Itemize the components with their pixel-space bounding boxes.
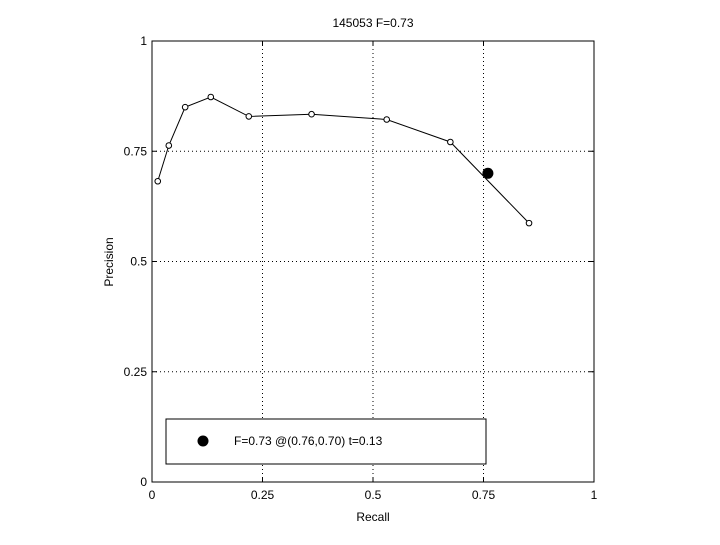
data-point	[207, 93, 215, 101]
data-point	[154, 177, 162, 185]
x-tick-label: 0.75	[472, 488, 496, 502]
data-point	[165, 142, 173, 149]
x-tick-label: 0.25	[251, 488, 275, 502]
y-tick-label: 0.75	[124, 144, 148, 158]
x-axis-label: Recall	[356, 510, 389, 524]
data-point	[383, 116, 391, 123]
x-tick-label: 1	[591, 488, 598, 502]
highlight-point	[482, 167, 494, 179]
legend-marker	[197, 435, 209, 447]
data-point	[447, 138, 454, 146]
highlight	[482, 167, 494, 179]
x-tick-label: 0	[149, 488, 156, 502]
grid	[152, 41, 594, 482]
y-axis-label: Precision	[102, 237, 116, 286]
legend-label: F=0.73 @(0.76,0.70) t=0.13	[234, 434, 383, 448]
data-point	[308, 110, 315, 118]
legend: F=0.73 @(0.76,0.70) t=0.13	[165, 418, 487, 465]
y-tick-label: 0	[140, 475, 147, 489]
x-tick-label: 0.5	[365, 488, 382, 502]
data-point	[245, 113, 253, 120]
chart-title: 145053 F=0.73	[332, 16, 413, 30]
series	[154, 93, 533, 227]
legend-box	[165, 418, 487, 465]
y-tick-label: 0.25	[124, 365, 148, 379]
data-point	[525, 219, 533, 227]
y-tick-label: 0.5	[130, 255, 147, 269]
y-tick-label: 1	[140, 34, 147, 48]
data-point	[181, 103, 189, 111]
ticks: 0 0.25 0.5 0.75 1 0 0.25 0.5 0.75 1	[124, 34, 598, 502]
